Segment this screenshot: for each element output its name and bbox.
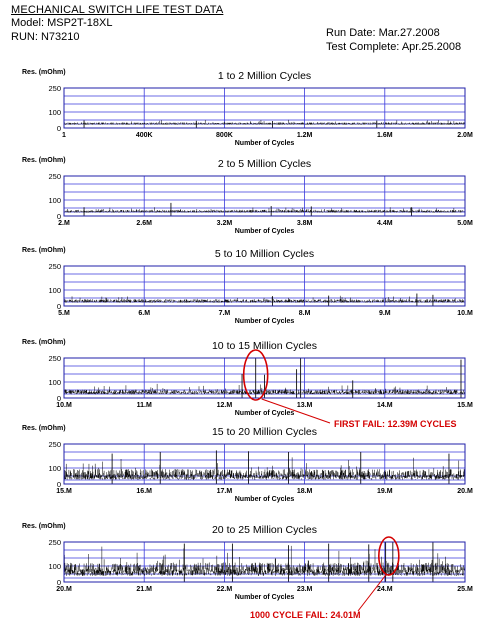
first-fail-pointer — [261, 398, 331, 424]
x-tick-label: 19.M — [377, 488, 393, 495]
x-tick-label: 22.M — [217, 586, 233, 593]
x-tick-label: 20.M — [56, 586, 72, 593]
x-tick-label: 3.2M — [217, 220, 233, 227]
y-tick-label: 0 — [57, 302, 61, 311]
x-tick-label: 16.M — [136, 488, 152, 495]
x-tick-label: 23.M — [297, 586, 313, 593]
report-title: MECHANICAL SWITCH LIFE TEST DATA — [11, 4, 224, 16]
x-tick-label: 20.M — [457, 488, 473, 495]
resistance-trace — [63, 295, 466, 303]
chart-title: 10 to 15 Million Cycles — [212, 340, 317, 352]
x-tick-label: 400K — [136, 132, 153, 139]
y-tick-label: 100 — [48, 464, 61, 473]
y-axis-label: Res. (mOhm) — [22, 69, 66, 76]
y-tick-label: 0 — [57, 212, 61, 221]
y-tick-label: 100 — [48, 108, 61, 117]
x-tick-label: 5.M — [58, 310, 70, 317]
y-axis-label: Res. (mOhm) — [22, 425, 66, 432]
y-tick-label: 250 — [48, 440, 61, 449]
plot-frame — [63, 541, 466, 583]
chart-title: 15 to 20 Million Cycles — [212, 426, 317, 438]
x-tick-label: 11.M — [137, 402, 152, 409]
x-tick-label: 2.M — [58, 220, 70, 227]
x-tick-label: 13.M — [297, 402, 313, 409]
x-tick-label: 800K — [216, 132, 233, 139]
y-axis-label: Res. (mOhm) — [22, 339, 66, 346]
y-axis-label: Res. (mOhm) — [22, 247, 66, 254]
x-tick-label: 6.M — [138, 310, 150, 317]
plot-frame — [63, 175, 466, 217]
x-tick-label: 2.6M — [136, 220, 152, 227]
x-tick-label: 10.M — [56, 402, 72, 409]
model-label: Model: MSP2T-18XL — [11, 17, 113, 29]
x-axis-label: Number of Cycles — [235, 318, 295, 325]
y-tick-label: 100 — [48, 196, 61, 205]
plot-frame — [63, 443, 466, 485]
x-axis-label: Number of Cycles — [235, 496, 295, 503]
run-date-label: Run Date: Mar.27.2008 — [326, 27, 440, 39]
x-tick-label: 1.6M — [377, 132, 393, 139]
y-tick-label: 100 — [48, 562, 61, 571]
x-tick-label: 15.M — [457, 402, 473, 409]
x-axis-label: Number of Cycles — [235, 410, 295, 417]
y-tick-label: 100 — [48, 378, 61, 387]
y-tick-label: 250 — [48, 538, 61, 547]
y-tick-label: 0 — [57, 394, 61, 403]
x-tick-label: 1.2M — [297, 132, 313, 139]
x-tick-label: 5.0M — [457, 220, 473, 227]
plot-frame — [63, 87, 466, 129]
x-tick-label: 24.M — [377, 586, 393, 593]
x-tick-label: 25.M — [457, 586, 473, 593]
chart-title: 20 to 25 Million Cycles — [212, 524, 317, 536]
x-tick-label: 14.M — [377, 402, 393, 409]
x-tick-label: 18.M — [297, 488, 313, 495]
x-axis-label: Number of Cycles — [235, 594, 295, 601]
thousand-cycle-fail-pointer — [357, 574, 387, 612]
x-tick-label: 3.8M — [297, 220, 313, 227]
x-tick-label: 17.M — [217, 488, 233, 495]
y-axis-label: Res. (mOhm) — [22, 157, 66, 164]
x-tick-label: 12.M — [217, 402, 233, 409]
x-axis-label: Number of Cycles — [235, 140, 295, 147]
x-tick-label: 7.M — [219, 310, 231, 317]
x-axis-label: Number of Cycles — [235, 228, 295, 235]
y-tick-label: 0 — [57, 480, 61, 489]
x-tick-label: 2.0M — [457, 132, 473, 139]
x-tick-label: 15.M — [56, 488, 72, 495]
chart-title: 2 to 5 Million Cycles — [218, 158, 311, 170]
run-label: RUN: N73210 — [11, 31, 80, 43]
first-fail-annotation: FIRST FAIL: 12.39M CYCLES — [334, 419, 457, 429]
test-complete-label: Test Complete: Apr.25.2008 — [326, 41, 462, 53]
y-tick-label: 0 — [57, 578, 61, 587]
y-tick-label: 100 — [48, 286, 61, 295]
first-fail-circle — [242, 349, 269, 401]
x-tick-label: 9.M — [379, 310, 391, 317]
x-tick-label: 10.M — [457, 310, 473, 317]
thousand-cycle-fail-annotation: 1000 CYCLE FAIL: 24.01M — [250, 610, 361, 620]
y-tick-label: 250 — [48, 172, 61, 181]
y-tick-label: 0 — [57, 124, 61, 133]
thousand-cycle-fail-circle — [378, 536, 400, 576]
y-tick-label: 250 — [48, 262, 61, 271]
y-tick-label: 250 — [48, 84, 61, 93]
y-tick-label: 250 — [48, 354, 61, 363]
resistance-trace — [63, 545, 466, 576]
plot-frame — [63, 265, 466, 307]
x-tick-label: 4.4M — [377, 220, 393, 227]
chart-title: 1 to 2 Million Cycles — [218, 70, 311, 82]
x-tick-label: 1 — [62, 132, 66, 139]
y-axis-label: Res. (mOhm) — [22, 523, 66, 530]
chart-title: 5 to 10 Million Cycles — [215, 248, 314, 260]
x-tick-label: 8.M — [299, 310, 311, 317]
x-tick-label: 21.M — [136, 586, 152, 593]
